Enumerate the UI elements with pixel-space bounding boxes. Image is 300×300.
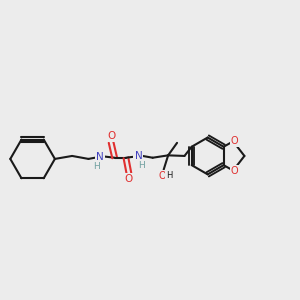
Text: O: O <box>231 136 239 146</box>
Text: H: H <box>166 171 172 180</box>
Text: H: H <box>138 161 145 170</box>
Text: O: O <box>158 171 166 181</box>
Text: N: N <box>134 151 142 161</box>
Text: O: O <box>107 131 115 141</box>
Text: H: H <box>93 161 100 170</box>
Text: N: N <box>97 152 104 161</box>
Text: O: O <box>125 174 133 184</box>
Text: O: O <box>231 166 239 176</box>
